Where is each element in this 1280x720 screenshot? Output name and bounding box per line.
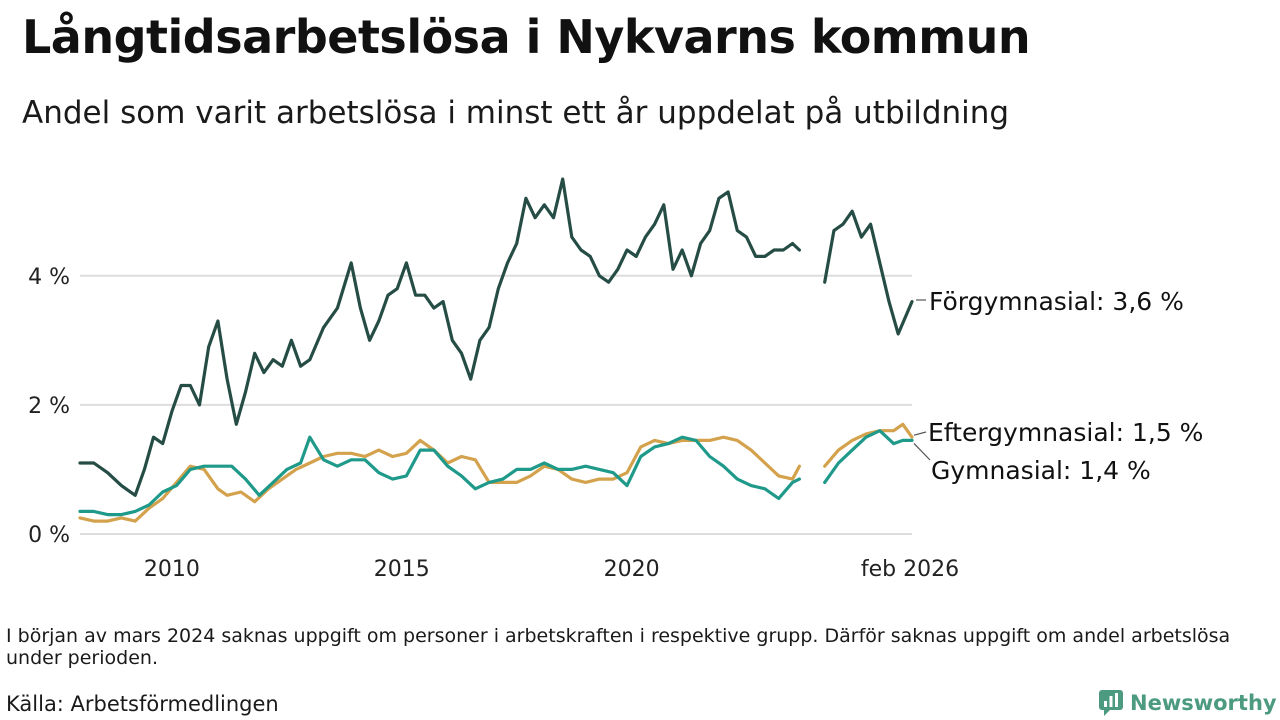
brand-name: Newsworthy — [1130, 691, 1277, 715]
series-line-gymnasial — [78, 435, 802, 517]
bar-chart-icon — [1099, 690, 1123, 716]
chart-subtitle: Andel som varit arbetslösa i minst ett å… — [22, 95, 1010, 131]
series-line-forgymnasial — [823, 209, 914, 336]
x-tick-label: 2020 — [604, 557, 660, 582]
y-tick-label: 2 % — [28, 394, 70, 419]
end-label-forgymnasial: Förgymnasial: 3,6 % — [929, 287, 1184, 316]
leader-line-gymnasial — [913, 442, 931, 461]
y-tick-label: 4 % — [28, 265, 70, 290]
leader-line-eftergymnasial — [913, 431, 927, 436]
y-tick-label: 0 % — [28, 523, 70, 548]
end-label-eftergymnasial: Eftergymnasial: 1,5 % — [928, 418, 1203, 447]
chart-title: Långtidsarbetslösa i Nykvarns kommun — [22, 10, 1031, 64]
end-label-gymnasial: Gymnasial: 1,4 % — [931, 456, 1151, 485]
series-line-eftergymnasial — [823, 422, 914, 468]
x-tick-label: feb 2026 — [861, 557, 959, 582]
x-tick-label: 2015 — [374, 557, 430, 582]
series-line-gymnasial — [823, 429, 914, 484]
series-line-eftergymnasial — [78, 435, 802, 523]
gridlines — [80, 274, 912, 535]
newsworthy-logo: Newsworthy — [1098, 688, 1277, 718]
x-tick-label: 2010 — [144, 557, 200, 582]
footnote: I början av mars 2024 saknas uppgift om … — [6, 625, 1231, 669]
source-note: Källa: Arbetsförmedlingen — [6, 692, 279, 716]
axis-labels: 0 % 2 % 4 % 2010 2015 2020 feb 2026 — [28, 265, 959, 582]
series-line-forgymnasial — [78, 177, 802, 497]
series-lines — [78, 177, 914, 523]
line-chart: 0 % 2 % 4 % 2010 2015 2020 feb 2026 Förgymnasi… — [28, 177, 1203, 582]
series-end-labels: Förgymnasial: 3,6 % Eftergymnasial: 1,5 %… — [913, 287, 1203, 485]
